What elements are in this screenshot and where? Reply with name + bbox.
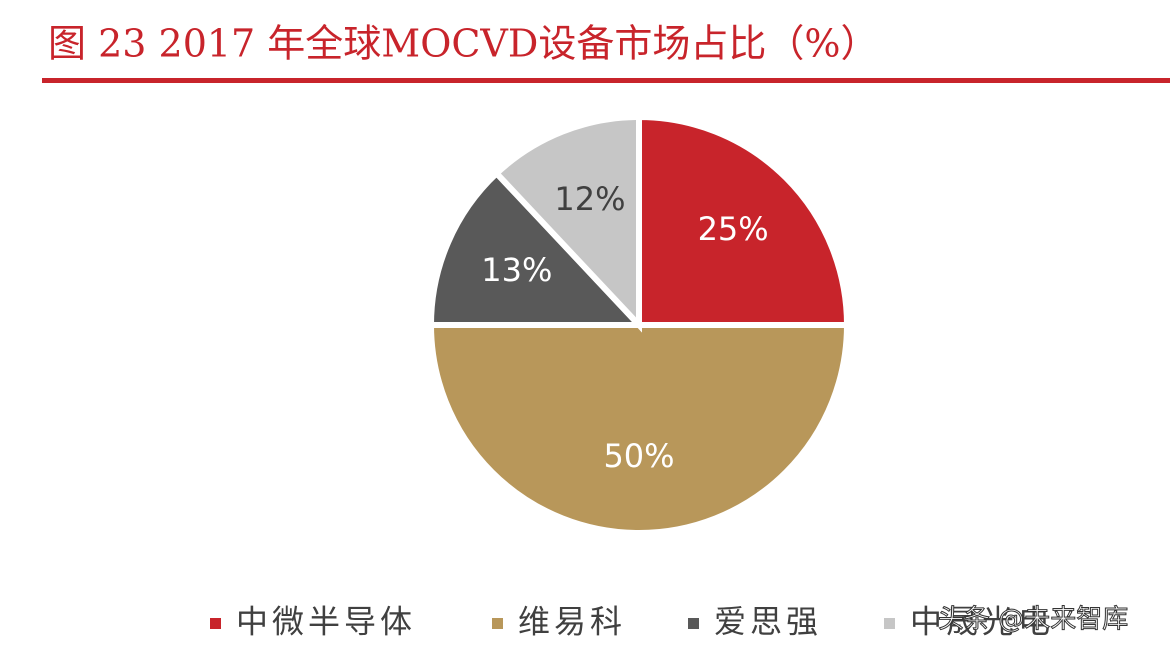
pie-slice [492, 113, 642, 333]
pie-slice [636, 113, 851, 328]
legend-swatch [492, 618, 503, 629]
data-label: 12% [554, 180, 625, 218]
legend-label: 维易科 [518, 603, 626, 641]
legend-swatch [884, 618, 895, 629]
legend-swatch [210, 618, 221, 629]
legend: 中微半导体 维易科 爱思强 中晟光电 [210, 603, 1054, 641]
data-label: 25% [698, 210, 769, 248]
pie: 25% 50% 13%12% [427, 113, 851, 536]
pie-slice [427, 322, 851, 536]
chart-title: 图 23 2017 年全球MOCVD设备市场占比（%） [48, 22, 878, 66]
watermark: 头条 @未来智库 [938, 605, 1128, 635]
title-rule [42, 78, 1170, 83]
pie-slice [427, 169, 646, 328]
legend-label: 中晟光电 [910, 603, 1054, 641]
legend-label: 爱思强 [714, 603, 822, 641]
data-label: 13% [481, 251, 552, 289]
legend-label: 中微半导体 [236, 603, 416, 641]
data-label: 50% [603, 437, 674, 475]
legend-swatch [688, 618, 699, 629]
